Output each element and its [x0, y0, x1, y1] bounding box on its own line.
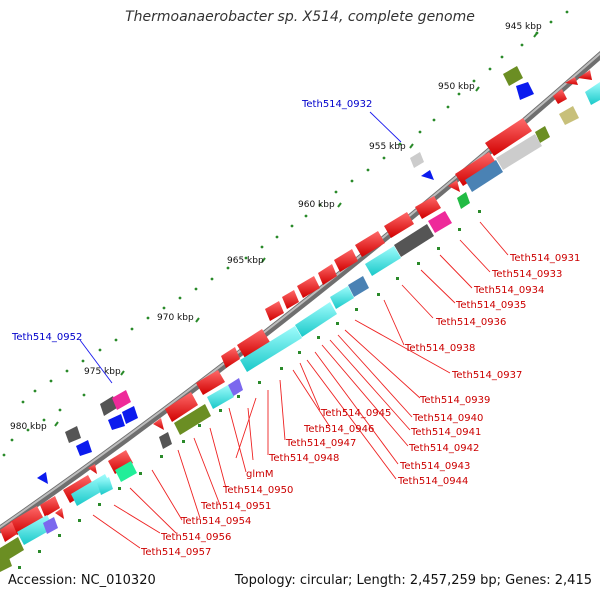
gene-label: Teth514_0945 [320, 408, 391, 419]
gene-label: Teth514_0933 [491, 269, 562, 280]
gene-label: Teth514_0938 [404, 343, 475, 354]
gene-labels: Teth514_0931 Teth514_0933 Teth514_0934 T… [11, 99, 580, 558]
leader-lines [92, 221, 509, 549]
cds-ring [0, 70, 592, 542]
gene-label: Teth514_0950 [222, 485, 293, 496]
gene-label: Teth514_0942 [408, 443, 479, 454]
gene-label-highlight: Teth514_0932 [301, 99, 372, 110]
gene-label: Teth514_0957 [140, 547, 211, 558]
outer-features [37, 66, 534, 484]
gene-label: Teth514_0937 [451, 370, 522, 381]
gene-label: Teth514_0941 [410, 427, 481, 438]
map-title: Thermoanaerobacter sp. X514, complete ge… [125, 9, 475, 25]
gene-label: Teth514_0954 [180, 516, 251, 527]
gene-label: Teth514_0931 [509, 253, 580, 264]
gene-label: Teth514_0951 [200, 501, 271, 512]
scale-ticks: 945 kbp 950 kbp 955 kbp 960 kbp 965 kbp … [10, 22, 542, 432]
gene-label: Teth514_0936 [435, 317, 506, 328]
gene-label: Teth514_0940 [412, 413, 483, 424]
gene-label: Teth514_0948 [268, 453, 339, 464]
tick-label: 970 kbp [157, 313, 194, 323]
scale-dots [2, 10, 569, 457]
cog-ring [0, 82, 600, 572]
accession-text: Accession: NC_010320 [8, 573, 156, 588]
tick-label: 980 kbp [10, 422, 47, 432]
gene-label: Teth514_0947 [285, 438, 356, 449]
tick-label: 960 kbp [298, 200, 335, 210]
gene-label: Teth514_0956 [160, 532, 231, 543]
leader-lines-blue [79, 111, 402, 384]
backbone [0, 50, 600, 534]
tick-label: 965 kbp [227, 256, 264, 266]
gene-label: Teth514_0946 [303, 424, 374, 435]
gene-label: Teth514_0943 [399, 461, 470, 472]
genome-summary: Topology: circular; Length: 2,457,259 bp… [234, 573, 592, 588]
tick-label: 975 kbp [84, 367, 121, 377]
inner-dots [18, 210, 481, 569]
gene-label: Teth514_0944 [397, 476, 468, 487]
gene-label: Teth514_0939 [419, 395, 490, 406]
gene-label: Teth514_0935 [455, 300, 526, 311]
tick-label: 955 kbp [369, 142, 406, 152]
gene-label-highlight: Teth514_0952 [11, 332, 82, 343]
tick-label: 945 kbp [505, 22, 542, 32]
tick-label: 950 kbp [438, 82, 475, 92]
gene-label: glmM [246, 469, 274, 480]
gene-label: Teth514_0934 [473, 285, 544, 296]
